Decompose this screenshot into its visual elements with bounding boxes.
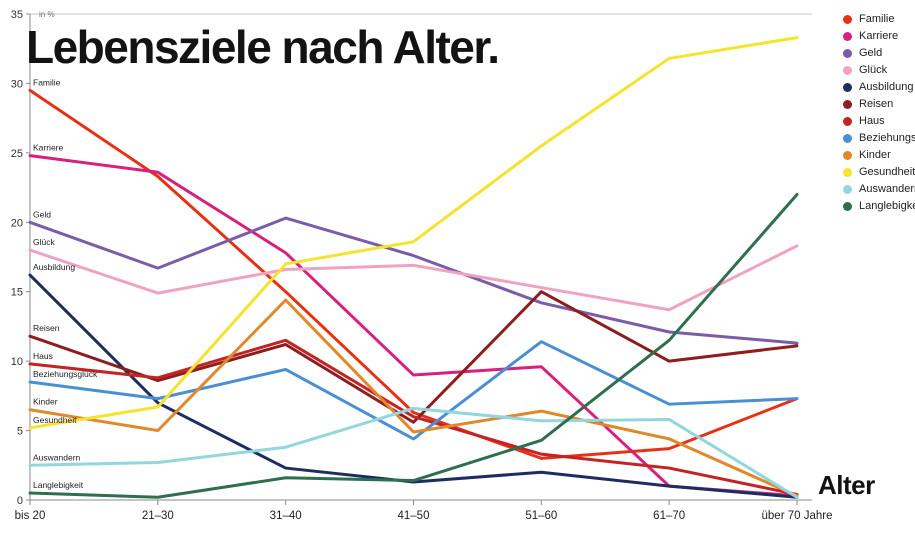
series-line-kinder	[28, 298, 799, 498]
legend: Familie Karriere Geld Glück Ausbildung Reisen…	[843, 13, 915, 212]
y-axis-unit: in %	[39, 10, 55, 19]
legend-item-kinder: Kinder	[843, 149, 915, 161]
legend-item-karriere: Karriere	[843, 30, 915, 42]
legend-dot-icon	[843, 31, 852, 41]
x-tick-label: 51–60	[525, 510, 557, 522]
x-axis-title: Alter	[818, 470, 875, 500]
legend-dot-icon	[843, 48, 852, 58]
series-start-label-reisen: Reisen	[33, 323, 60, 333]
series-start-label-gl-ck: Glück	[33, 237, 55, 247]
legend-dot-icon	[843, 99, 852, 109]
chart-title: Lebensziele nach Alter.	[26, 21, 500, 73]
legend-label: Glück	[859, 64, 888, 76]
legend-dot-icon	[843, 82, 852, 92]
legend-label: Kinder	[859, 149, 891, 161]
legend-label: Karriere	[859, 30, 899, 42]
legend-item-langlebigkeit: Langlebigkeit	[843, 200, 915, 212]
legend-item-geld: Geld	[843, 47, 915, 59]
series-start-label-ausbildung: Ausbildung	[33, 262, 75, 272]
y-tick-label: 10	[11, 356, 23, 368]
x-tick-label: 21–30	[142, 510, 174, 522]
series-line-familie	[28, 88, 799, 460]
legend-dot-icon	[843, 133, 852, 143]
y-tick-label: 20	[11, 217, 23, 229]
x-tick-label: bis 20	[15, 510, 46, 522]
series-start-label-kinder: Kinder	[33, 397, 58, 407]
series-line-gl-ck	[28, 244, 799, 312]
legend-dot-icon	[843, 116, 852, 126]
legend-item-auswandern: Auswandern	[843, 183, 915, 195]
y-tick-label: 35	[11, 9, 23, 21]
y-tick-label: 30	[11, 78, 23, 90]
series-start-label-beziehungsgl-ck: Beziehungsglück	[33, 369, 98, 379]
series-start-label-haus: Haus	[33, 351, 53, 361]
legend-label: Haus	[859, 115, 885, 127]
legend-dot-icon	[843, 167, 852, 177]
legend-label: Geld	[859, 47, 883, 59]
legend-item-familie: Familie	[843, 13, 915, 25]
legend-item-haus: Haus	[843, 115, 915, 127]
x-tick-label: 31–40	[270, 510, 302, 522]
legend-item-gesundheit: Gesundheit	[843, 166, 915, 178]
legend-item-gl-ck: Glück	[843, 64, 915, 76]
series-line-geld	[28, 216, 799, 345]
legend-label: Langlebigkeit	[859, 200, 915, 212]
legend-dot-icon	[843, 150, 852, 160]
legend-label: Auswandern	[859, 183, 915, 195]
x-tick-label: 41–50	[398, 510, 430, 522]
legend-dot-icon	[843, 201, 852, 211]
y-tick-label: 15	[11, 287, 23, 299]
legend-label: Familie	[859, 13, 895, 25]
series-line-beziehungsgl-ck	[28, 340, 799, 441]
legend-label: Beziehungsglück	[859, 132, 915, 144]
x-tick-label: 61–70	[653, 510, 685, 522]
series-start-label-langlebigkeit: Langlebigkeit	[33, 480, 84, 490]
series-line-gesundheit	[28, 36, 799, 430]
legend-item-reisen: Reisen	[843, 98, 915, 110]
legend-label: Ausbildung	[859, 81, 914, 93]
y-tick-label: 5	[17, 426, 23, 438]
legend-dot-icon	[843, 184, 852, 194]
series-start-label-gesundheit: Gesundheit	[33, 415, 77, 425]
legend-label: Gesundheit	[859, 166, 915, 178]
series-line-auswandern	[28, 406, 799, 499]
y-tick-label: 0	[17, 495, 23, 507]
y-tick-label: 25	[11, 148, 23, 160]
legend-dot-icon	[843, 14, 852, 24]
series-line-reisen	[28, 290, 799, 424]
legend-item-ausbildung: Ausbildung	[843, 81, 915, 93]
series-start-label-karriere: Karriere	[33, 143, 64, 153]
series-line-haus	[28, 338, 799, 496]
series-line-langlebigkeit	[28, 193, 799, 499]
series-start-label-familie: Familie	[33, 77, 61, 87]
legend-item-beziehungsgl-ck: Beziehungsglück	[843, 132, 915, 144]
legend-label: Reisen	[859, 98, 894, 110]
series-start-label-geld: Geld	[33, 209, 51, 219]
legend-dot-icon	[843, 65, 852, 75]
series-start-label-auswandern: Auswandern	[33, 452, 81, 462]
x-tick-label: über 70 Jahre	[762, 510, 833, 522]
